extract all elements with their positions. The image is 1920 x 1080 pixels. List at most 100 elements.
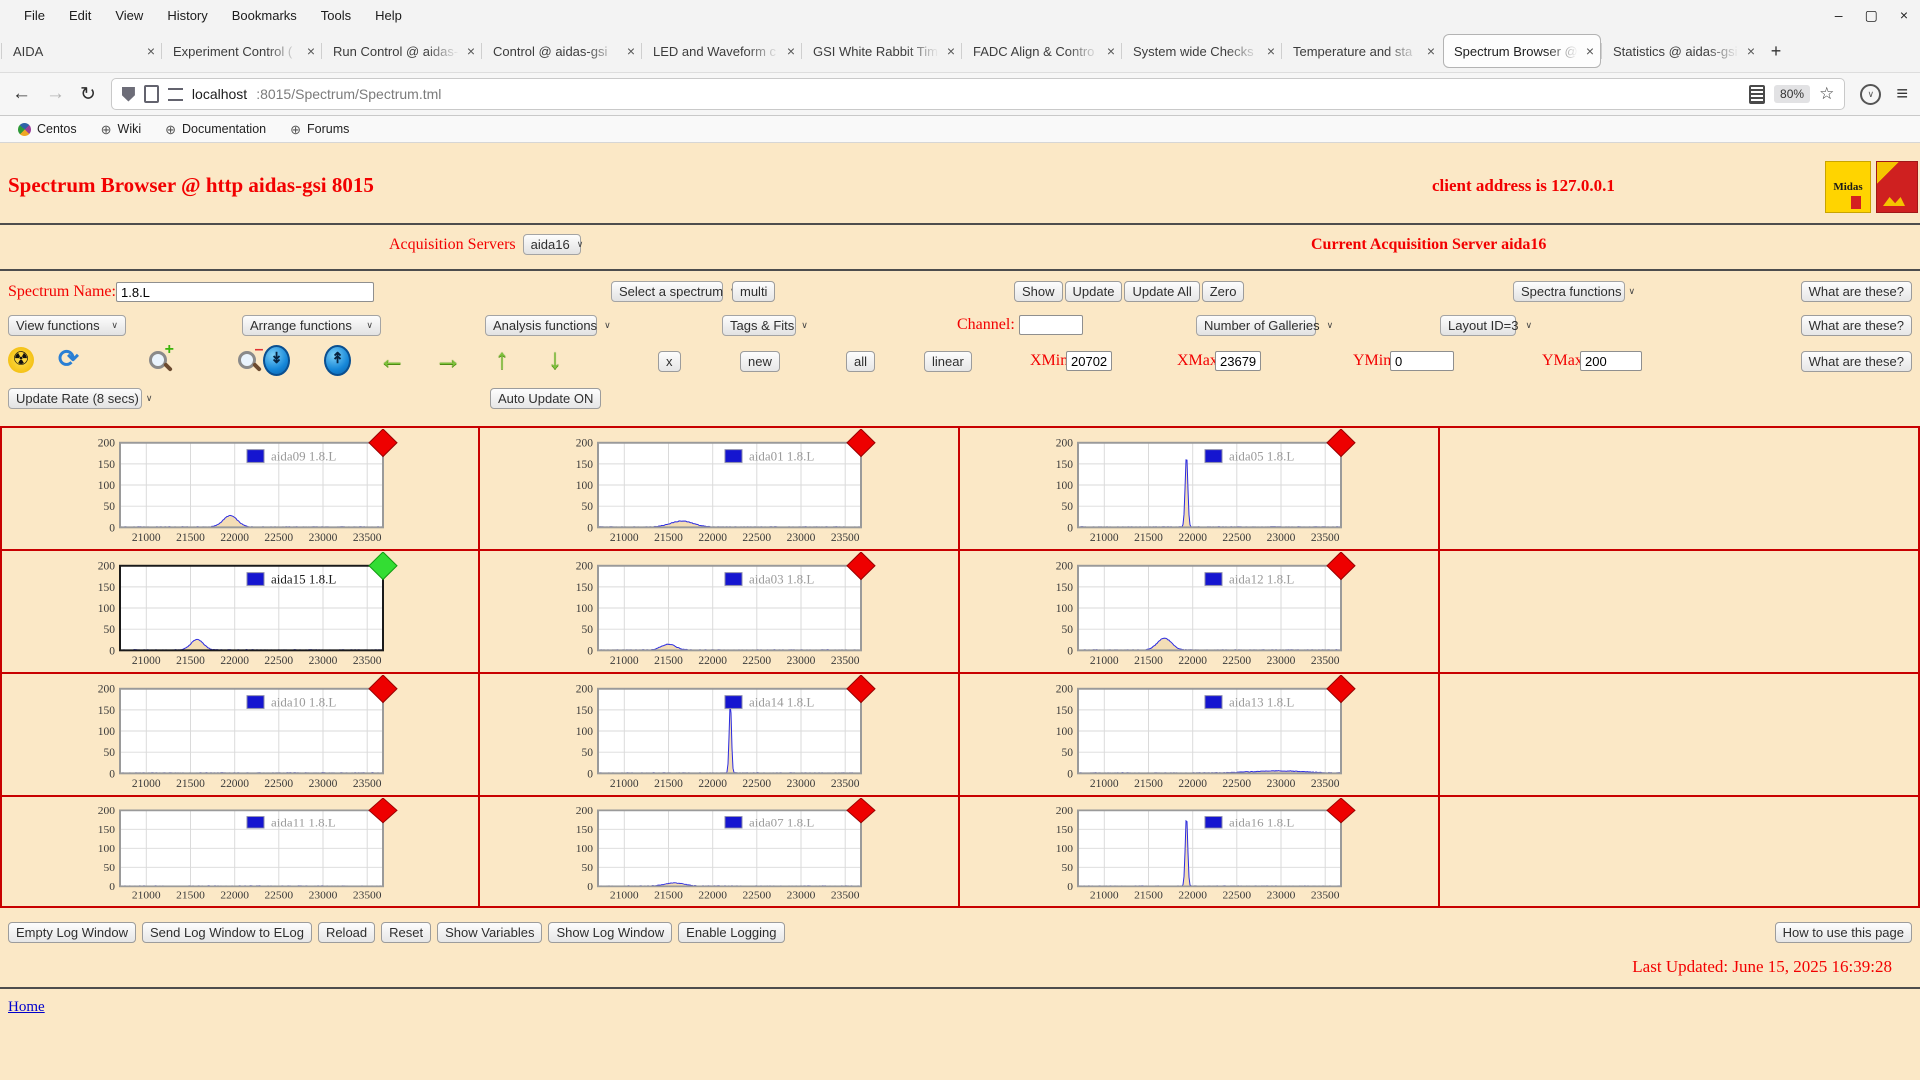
- pocket-icon[interactable]: ∨: [1860, 83, 1882, 105]
- permissions-icon[interactable]: [167, 87, 183, 101]
- bookmark-star-icon[interactable]: ☆: [1819, 84, 1835, 103]
- pan-left-icon[interactable]: ←: [378, 343, 406, 374]
- tab-close-icon[interactable]: ×: [1266, 43, 1275, 59]
- spectrum-chart[interactable]: 21000 21500 22000 22500 23000 23500 0 50 100 150 2…: [503, 798, 883, 904]
- gallery-cell-aida14[interactable]: 21000 21500 22000 22500 23000 23500 0 50 100 150 2…: [480, 674, 960, 795]
- gallery-cell-aida16[interactable]: 21000 21500 22000 22500 23000 23500 0 50 100 150 2…: [960, 797, 1440, 906]
- tab-close-icon[interactable]: ×: [1585, 43, 1594, 59]
- status-diamond-icon[interactable]: [1326, 798, 1356, 824]
- status-diamond-icon[interactable]: [846, 429, 876, 458]
- zoom-level-badge[interactable]: 80%: [1774, 85, 1811, 103]
- zoom-in-icon[interactable]: +: [146, 341, 174, 375]
- show-variables-button[interactable]: Show Variables: [437, 922, 543, 943]
- tab-close-icon[interactable]: ×: [1426, 43, 1435, 59]
- page-info-icon[interactable]: [143, 85, 159, 103]
- what-are-these-button-2[interactable]: What are these?: [1800, 315, 1912, 336]
- browser-tab[interactable]: Statistics @ aidas-gsi ×: [1601, 34, 1761, 68]
- bookmark-wiki[interactable]: ⊕ Wiki: [101, 122, 142, 136]
- select-spectrum-dropdown[interactable]: Select a spectrum∨: [611, 281, 737, 302]
- refresh-icon[interactable]: ⟳: [58, 345, 79, 373]
- send-log-window-to-elog-button[interactable]: Send Log Window to ELog: [142, 922, 312, 943]
- browser-tab[interactable]: Control @ aidas-gsi ×: [481, 34, 641, 68]
- update-button[interactable]: Update: [1064, 281, 1123, 302]
- spectrum-chart[interactable]: 21000 21500 22000 22500 23000 23500 0 50 100 150 2…: [983, 798, 1363, 904]
- browser-tab[interactable]: AIDA ×: [1, 34, 161, 68]
- menu-file[interactable]: File: [24, 7, 45, 23]
- minimize-icon[interactable]: –: [1834, 7, 1843, 23]
- spectrum-chart[interactable]: 21000 21500 22000 22500 23000 23500 0 50 100 150 2…: [25, 552, 405, 670]
- xmin-input[interactable]: [1066, 351, 1112, 371]
- status-diamond-icon[interactable]: [368, 552, 398, 581]
- spectrum-chart[interactable]: 21000 21500 22000 22500 23000 23500 0 50 100 150 2…: [983, 429, 1363, 547]
- browser-tab[interactable]: Run Control @ aidas- ×: [321, 34, 481, 68]
- what-are-these-button-3[interactable]: What are these?: [1800, 351, 1912, 372]
- spectrum-chart[interactable]: 21000 21500 22000 22500 23000 23500 0 50 100 150 2…: [983, 675, 1363, 793]
- gallery-cell-aida12[interactable]: 21000 21500 22000 22500 23000 23500 0 50 100 150 2…: [960, 551, 1440, 672]
- menu-bookmarks[interactable]: Bookmarks: [231, 7, 297, 23]
- close-icon[interactable]: ×: [1899, 7, 1908, 23]
- linear-button[interactable]: linear: [924, 351, 972, 372]
- tab-close-icon[interactable]: ×: [626, 43, 635, 59]
- spectrum-chart[interactable]: 21000 21500 22000 22500 23000 23500 0 50 100 150 2…: [503, 675, 883, 793]
- radiation-icon[interactable]: ☢: [8, 347, 34, 373]
- pan-up-icon[interactable]: ↑: [495, 343, 509, 374]
- browser-tab[interactable]: LED and Waveform c ×: [641, 34, 801, 68]
- shift-up-icon[interactable]: ↟: [324, 345, 351, 376]
- tab-close-icon[interactable]: ×: [786, 43, 795, 59]
- gallery-cell-aida05[interactable]: 21000 21500 22000 22500 23000 23500 0 50 100 150 2…: [960, 428, 1440, 549]
- spectrum-chart[interactable]: 21000 21500 22000 22500 23000 23500 0 50 100 150 2…: [503, 429, 883, 547]
- menu-tools[interactable]: Tools: [320, 7, 352, 23]
- status-diamond-icon[interactable]: [368, 675, 398, 704]
- what-are-these-button-1[interactable]: What are these?: [1800, 281, 1912, 302]
- x-button[interactable]: x: [658, 351, 681, 372]
- how-to-use-button[interactable]: How to use this page: [1774, 922, 1912, 943]
- bookmark-forums[interactable]: ⊕ Forums: [290, 122, 349, 136]
- new-tab-button[interactable]: +: [1770, 40, 1782, 61]
- gallery-cell-aida10[interactable]: 21000 21500 22000 22500 23000 23500 0 50 100 150 2…: [0, 674, 480, 795]
- tab-close-icon[interactable]: ×: [466, 43, 475, 59]
- menu-view[interactable]: View: [115, 7, 144, 23]
- gallery-cell-aida15[interactable]: 21000 21500 22000 22500 23000 23500 0 50 100 150 2…: [0, 551, 480, 672]
- ymin-input[interactable]: [1390, 351, 1454, 371]
- multi-button[interactable]: multi: [732, 281, 776, 302]
- reload-button[interactable]: Reload: [317, 922, 376, 943]
- new-button[interactable]: new: [740, 351, 780, 372]
- menu-history[interactable]: History: [167, 7, 208, 23]
- spectrum-chart[interactable]: 21000 21500 22000 22500 23000 23500 0 50 100 150 2…: [25, 429, 405, 547]
- number-of-galleries-dropdown[interactable]: Number of Galleries ∨: [1196, 315, 1333, 336]
- ymax-input[interactable]: [1580, 351, 1642, 371]
- pan-down-icon[interactable]: ↓: [548, 343, 562, 374]
- menu-help[interactable]: Help: [375, 7, 402, 23]
- xmax-input[interactable]: [1215, 351, 1261, 371]
- tab-close-icon[interactable]: ×: [1106, 43, 1115, 59]
- tags-fits-dropdown[interactable]: Tags & Fits ∨: [722, 315, 808, 336]
- spectrum-chart[interactable]: 21000 21500 22000 22500 23000 23500 0 50 100 150 2…: [25, 675, 405, 793]
- show-log-window-button[interactable]: Show Log Window: [548, 922, 673, 943]
- channel-input[interactable]: [1019, 315, 1083, 335]
- zero-button[interactable]: Zero: [1201, 281, 1245, 302]
- status-diamond-icon[interactable]: [1326, 429, 1356, 458]
- acquisition-server-select[interactable]: aida16 ∨: [522, 234, 583, 255]
- home-link[interactable]: Home: [8, 999, 45, 1015]
- shield-icon[interactable]: [121, 86, 135, 102]
- gallery-cell-aida09[interactable]: 21000 21500 22000 22500 23000 23500 0 50 100 150 2…: [0, 428, 480, 549]
- status-diamond-icon[interactable]: [368, 429, 398, 458]
- tab-close-icon[interactable]: ×: [146, 43, 155, 59]
- browser-tab[interactable]: Temperature and sta ×: [1281, 34, 1441, 68]
- browser-tab[interactable]: GSI White Rabbit Tim ×: [801, 34, 961, 68]
- pan-right-icon[interactable]: →: [434, 343, 462, 374]
- gallery-cell-aida11[interactable]: 21000 21500 22000 22500 23000 23500 0 50 100 150 2…: [0, 797, 480, 906]
- empty-log-window-button[interactable]: Empty Log Window: [8, 922, 136, 943]
- enable-logging-button[interactable]: Enable Logging: [678, 922, 785, 943]
- reload-icon[interactable]: ↻: [80, 83, 96, 105]
- spectrum-name-input[interactable]: [116, 282, 374, 302]
- back-icon[interactable]: ←: [12, 83, 31, 104]
- reset-button[interactable]: Reset: [381, 922, 432, 943]
- update-rate-dropdown[interactable]: Update Rate (8 secs) ∨: [8, 388, 152, 409]
- status-diamond-icon[interactable]: [846, 798, 876, 824]
- gallery-cell-aida03[interactable]: 21000 21500 22000 22500 23000 23500 0 50 100 150 2…: [480, 551, 960, 672]
- maximize-icon[interactable]: ▢: [1864, 6, 1878, 23]
- all-button[interactable]: all: [846, 351, 876, 372]
- bookmark-centos[interactable]: Centos: [18, 122, 77, 136]
- tab-close-icon[interactable]: ×: [306, 43, 315, 59]
